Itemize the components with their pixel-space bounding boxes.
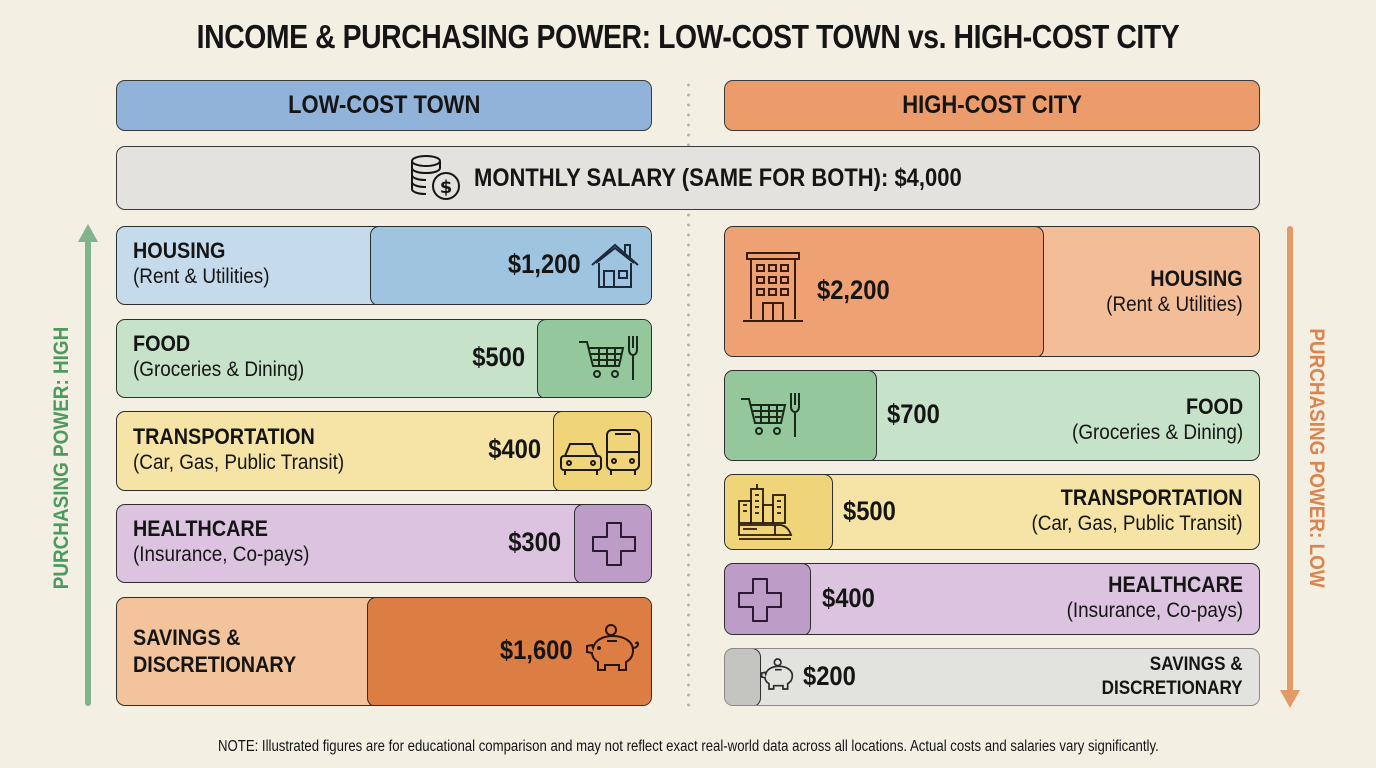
low-transportation-row: TRANSPORTATION (Car, Gas, Public Transit… — [116, 411, 652, 491]
category-detail: (Car, Gas, Public Transit) — [1031, 512, 1243, 535]
category-label: FOOD — [1185, 394, 1243, 419]
low-savings-row: SAVINGS & DISCRETIONARY $1,600 — [116, 597, 652, 706]
low-healthcare-row: HEALTHCARE (Insurance, Co-pays) $300 — [116, 504, 652, 583]
coins-dollar-icon: $ — [408, 154, 464, 202]
salary-label: MONTHLY SALARY (SAME FOR BOTH): $4,000 — [473, 163, 962, 192]
low-cost-town-header: LOW-COST TOWN — [116, 80, 652, 131]
column-divider — [687, 80, 690, 710]
arrow-up-icon — [78, 224, 98, 706]
category-label: SAVINGS & — [133, 625, 241, 650]
category-label: HOUSING — [1150, 266, 1243, 291]
amount: $1,600 — [500, 635, 573, 665]
category-label: FOOD — [133, 331, 191, 356]
category-label: SAVINGS & — [1150, 654, 1243, 675]
apartment-building-icon — [741, 251, 805, 323]
high-cost-city-header: HIGH-COST CITY — [724, 80, 1260, 131]
amount: $500 — [472, 342, 525, 372]
low-food-row: FOOD (Groceries & Dining) $500 — [116, 319, 652, 398]
high-housing-row: $2,200 HOUSING (Rent & Utilities) — [724, 226, 1260, 357]
category-label-2: DISCRETIONARY — [1102, 678, 1243, 699]
amount: $400 — [822, 583, 875, 613]
category-label: HOUSING — [133, 238, 226, 263]
category-detail: (Car, Gas, Public Transit) — [133, 451, 345, 474]
house-icon — [589, 241, 641, 291]
piggy-bank-icon — [759, 657, 799, 697]
svg-text:$: $ — [440, 177, 453, 198]
category-detail: (Groceries & Dining) — [133, 358, 305, 381]
car-bus-icon — [559, 426, 643, 478]
category-detail: (Rent & Utilities) — [133, 265, 270, 288]
cart-fork-icon — [577, 334, 641, 384]
category-label: HEALTHCARE — [133, 516, 268, 541]
category-label: TRANSPORTATION — [1061, 485, 1243, 510]
amount: $400 — [488, 434, 541, 464]
category-detail: (Insurance, Co-pays) — [1066, 599, 1243, 622]
amount: $300 — [508, 527, 561, 557]
high-food-row: $700 FOOD (Groceries & Dining) — [724, 370, 1260, 461]
category-label: HEALTHCARE — [1108, 572, 1243, 597]
category-detail: (Rent & Utilities) — [1106, 293, 1243, 316]
disclaimer-note: NOTE: Illustrated figures are for educat… — [217, 738, 1159, 755]
city-train-icon — [737, 483, 793, 541]
page-title: INCOME & PURCHASING POWER: LOW-COST TOWN… — [196, 18, 1180, 55]
cart-fork-icon — [739, 391, 803, 441]
category-label: TRANSPORTATION — [133, 424, 315, 449]
high-healthcare-row: $400 HEALTHCARE (Insurance, Co-pays) — [724, 563, 1260, 635]
arrow-down-icon — [1280, 226, 1300, 708]
category-detail: (Groceries & Dining) — [1071, 421, 1243, 444]
high-savings-row: $200 SAVINGS & DISCRETIONARY — [724, 648, 1260, 706]
amount: $1,200 — [508, 249, 581, 279]
category-label-2: DISCRETIONARY — [133, 652, 297, 677]
medical-cross-icon — [591, 521, 637, 567]
low-housing-row: HOUSING (Rent & Utilities) $1,200 — [116, 226, 652, 305]
amount: $500 — [843, 496, 896, 526]
amount: $2,200 — [817, 275, 890, 305]
amount: $200 — [803, 661, 856, 691]
high-transportation-row: $500 TRANSPORTATION (Car, Gas, Public Tr… — [724, 474, 1260, 550]
category-detail: (Insurance, Co-pays) — [133, 543, 310, 566]
monthly-salary-bar: $ MONTHLY SALARY (SAME FOR BOTH): $4,000 — [116, 146, 1260, 210]
medical-cross-icon — [737, 577, 783, 623]
amount: $700 — [887, 399, 940, 429]
piggy-bank-icon — [583, 624, 643, 680]
purchasing-power-low-label: PURCHASING POWER: LOW — [1305, 328, 1328, 588]
purchasing-power-high-label: PURCHASING POWER: HIGH — [50, 326, 73, 590]
